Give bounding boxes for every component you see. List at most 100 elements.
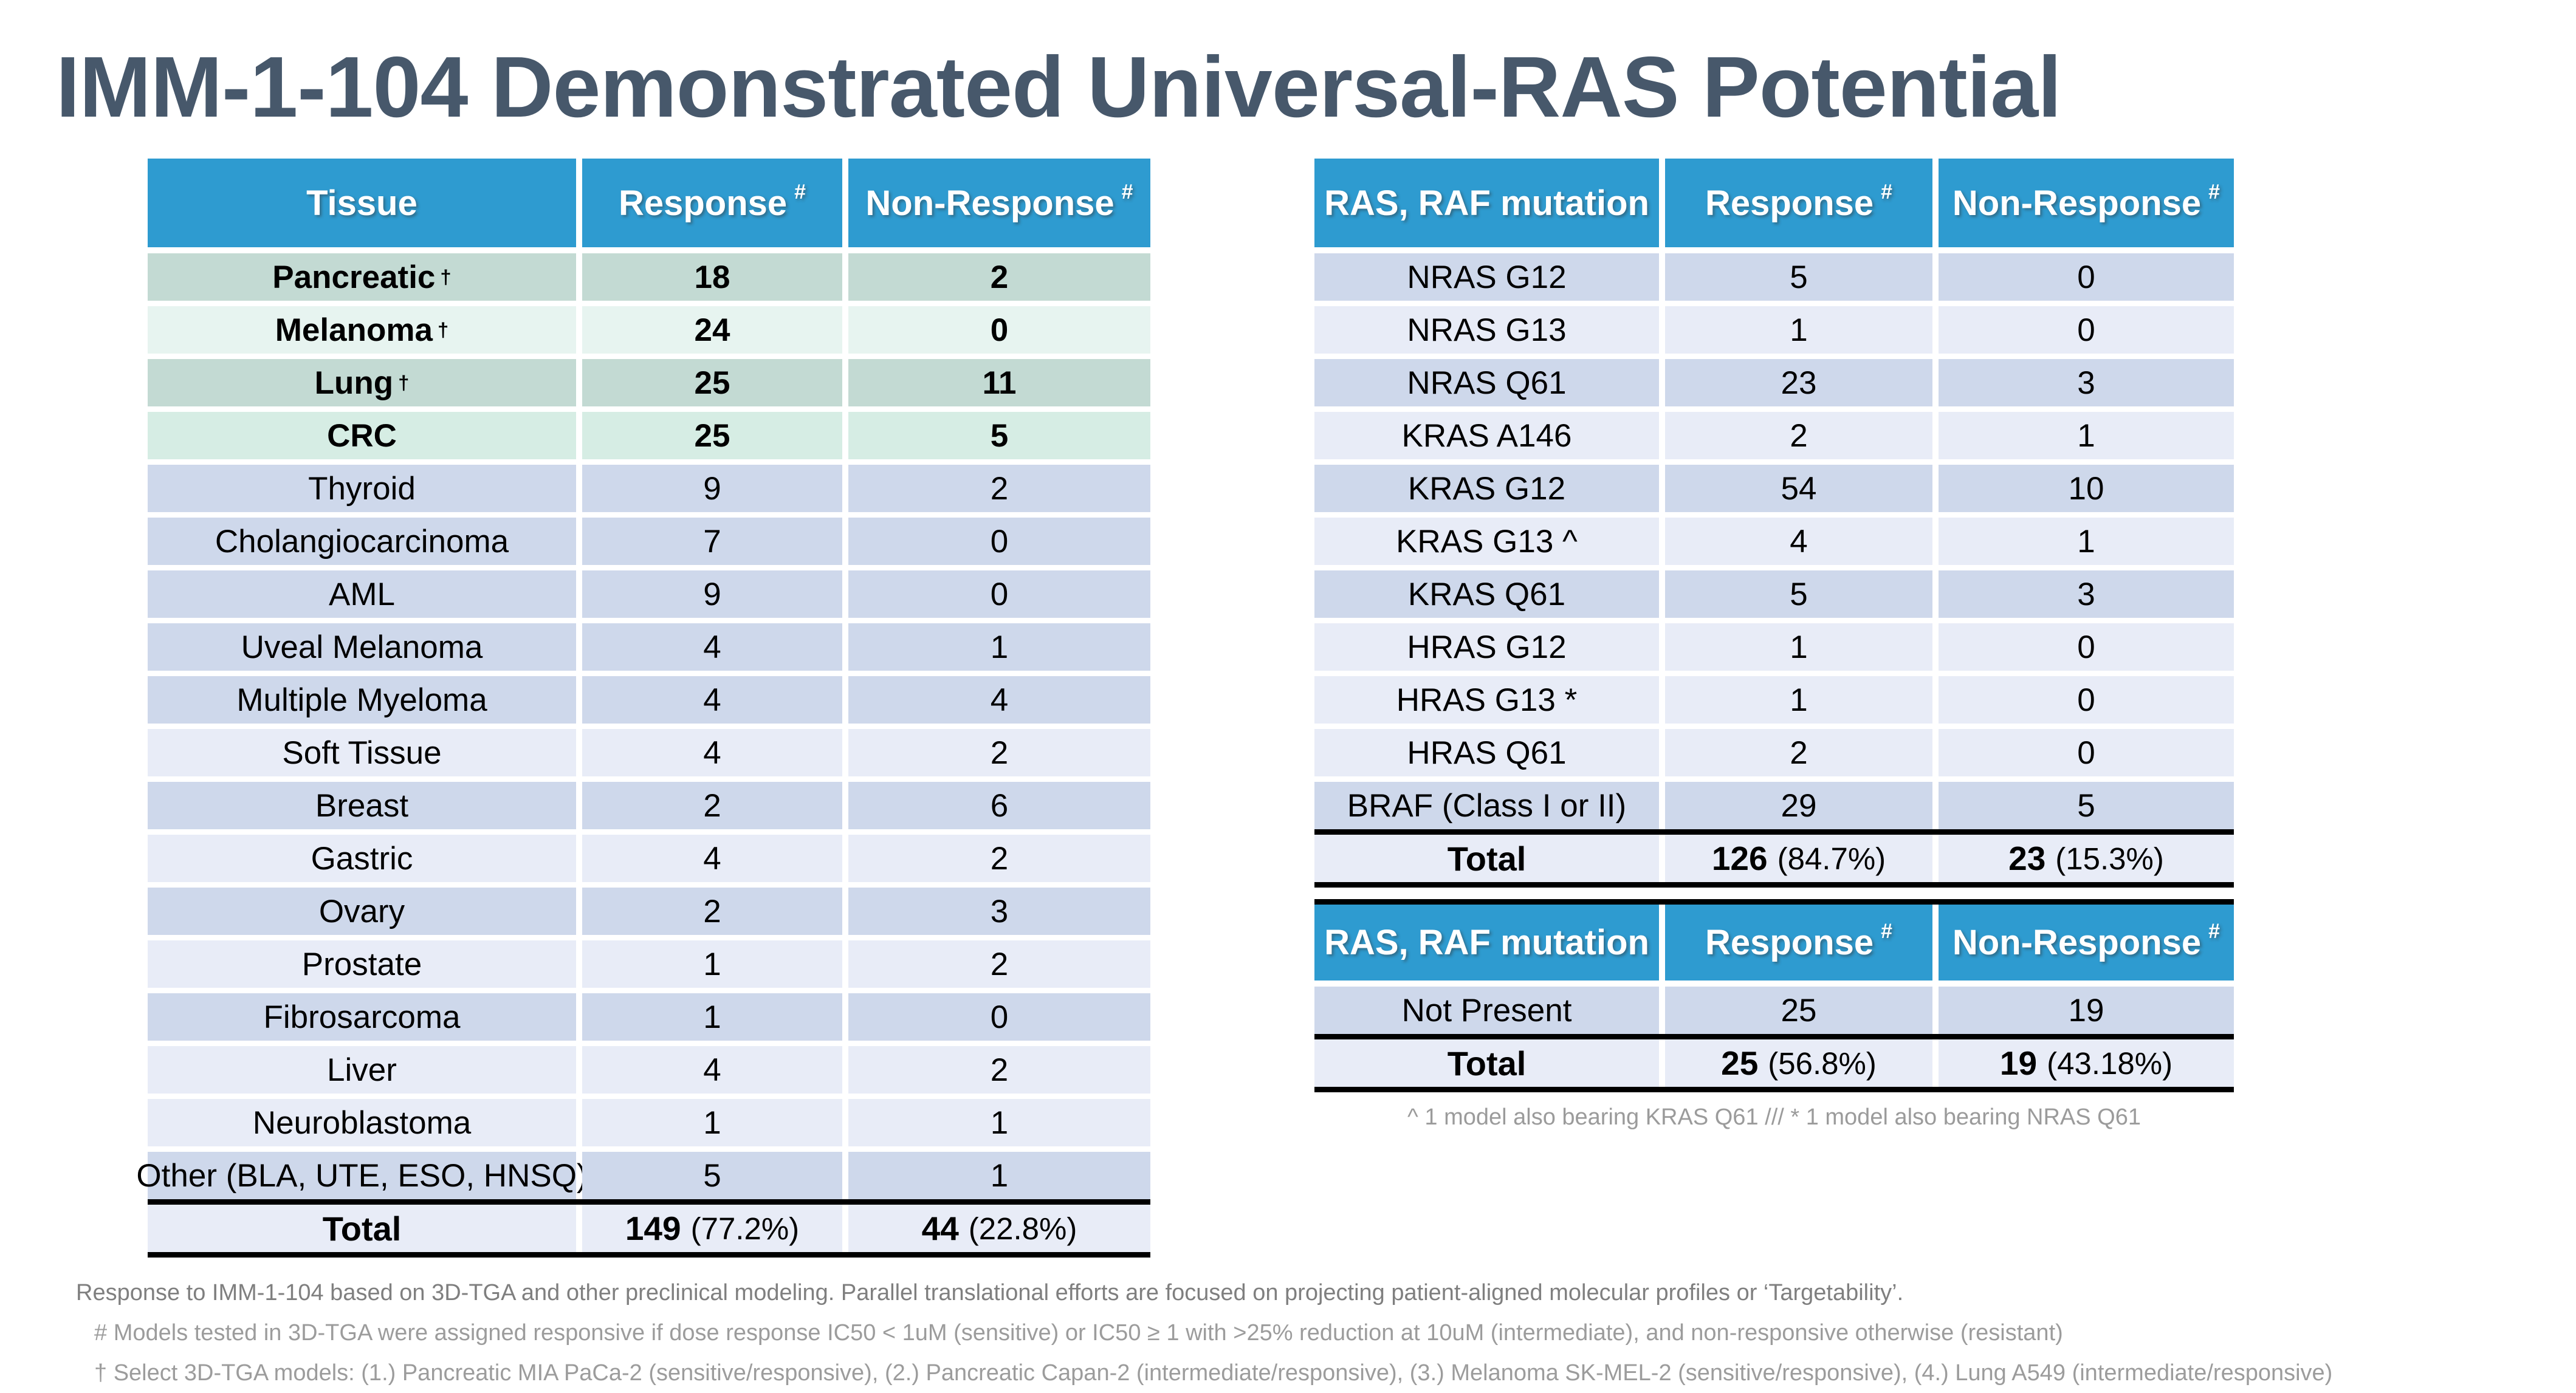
row-label-cell: CRC: [148, 412, 576, 459]
row-label-cell: Lung †: [148, 359, 576, 406]
response-cell: 29: [1665, 782, 1932, 829]
row-superscript: †: [437, 318, 449, 341]
row-label-cell: HRAS Q61: [1314, 729, 1659, 776]
response-cell: 25: [582, 359, 842, 406]
table-row: Other (BLA, UTE, ESO, HNSQ) 5 1: [136, 1152, 1150, 1199]
row-label-cell: Thyroid: [148, 465, 576, 512]
non-response-cell: 3: [1939, 570, 2234, 618]
column-header-label: Response: [1705, 923, 1874, 962]
response-cell: 4: [582, 835, 842, 882]
table-row: Not Present 25 19: [1314, 987, 2234, 1034]
column-header: Non-Response #: [848, 159, 1150, 247]
row-superscript: †: [398, 371, 410, 394]
table-row: Pancreatic † 18 2: [148, 253, 1150, 301]
header-superscript: #: [1881, 180, 1893, 204]
non-response-cell: 1: [848, 1152, 1150, 1199]
table-row: KRAS G12 54 10: [1314, 465, 2234, 512]
non-response-cell: 0: [848, 518, 1150, 565]
table-row: Multiple Myeloma 4 4: [148, 676, 1150, 724]
column-header-label: RAS, RAF mutation: [1324, 923, 1649, 962]
non-response-cell: 0: [1939, 729, 2234, 776]
table-row: Melanoma † 24 0: [148, 306, 1150, 354]
row-superscript: †: [440, 265, 452, 288]
table-row: Soft Tissue 4 2: [148, 729, 1150, 776]
total-non-response-count: 23: [2008, 840, 2046, 877]
non-response-cell: 2: [848, 1046, 1150, 1094]
total-non-response-cell: 19 (43.18%): [1939, 1039, 2234, 1087]
non-response-cell: 0: [848, 993, 1150, 1041]
total-response-count: 25: [1721, 1044, 1759, 1082]
column-header-label: Non-Response: [1952, 183, 2202, 223]
non-response-cell: 0: [1939, 306, 2234, 354]
table-row: Prostate 1 2: [148, 940, 1150, 988]
table-row: Neuroblastoma 1 1: [148, 1099, 1150, 1146]
row-label-cell: Not Present: [1314, 987, 1659, 1034]
row-label-cell: Melanoma †: [148, 306, 576, 354]
response-cell: 4: [1665, 518, 1932, 565]
table-row: NRAS G12 5 0: [1314, 253, 2234, 301]
total-non-response-cell: 44 (22.8%): [848, 1205, 1150, 1252]
response-cell: 25: [1665, 987, 1932, 1034]
total-row: Total 126 (84.7%) 23 (15.3%): [1314, 835, 2234, 882]
response-cell: 9: [582, 570, 842, 618]
column-header-label: RAS, RAF mutation: [1324, 183, 1649, 223]
table-body: Pancreatic † 18 2 Melanoma † 24 0 Lung † 25 11 CRC 25…: [136, 253, 1150, 1199]
response-cell: 54: [1665, 465, 1932, 512]
non-response-cell: 3: [848, 888, 1150, 935]
total-row: Total 25 (56.8%) 19 (43.18%): [1314, 1039, 2234, 1087]
page-title: IMM-1-104 Demonstrated Universal-RAS Pot…: [56, 39, 2062, 135]
total-label-cell: Total: [1314, 835, 1659, 882]
slide-footnotes: Response to IMM-1-104 based on 3D-TGA an…: [76, 1273, 2332, 1393]
column-header: Non-Response #: [1939, 905, 2234, 981]
non-response-cell: 2: [848, 465, 1150, 512]
total-row-wrapper: Total 126 (84.7%) 23 (15.3%): [1314, 829, 2234, 888]
column-header: RAS, RAF mutation: [1314, 159, 1659, 247]
total-non-response-percent: (22.8%): [968, 1211, 1077, 1246]
row-label-cell: Uveal Melanoma: [148, 623, 576, 671]
table-header-row: RAS, RAF mutation Response # Non-Response #: [1314, 905, 2234, 981]
total-non-response-count: 19: [1999, 1044, 2038, 1082]
response-cell: 4: [582, 623, 842, 671]
non-response-cell: 1: [848, 1099, 1150, 1146]
column-header-label: Response: [618, 183, 788, 223]
table-row: KRAS Q61 5 3: [1314, 570, 2234, 618]
response-cell: 1: [1665, 306, 1932, 354]
response-cell: 23: [1665, 359, 1932, 406]
total-response-percent: (77.2%): [690, 1211, 800, 1246]
table-row: Gastric 4 2: [148, 835, 1150, 882]
response-cell: 24: [582, 306, 842, 354]
row-label-cell: AML: [148, 570, 576, 618]
response-cell: 1: [1665, 623, 1932, 671]
response-cell: 4: [582, 1046, 842, 1094]
header-superscript: #: [2208, 920, 2221, 943]
response-cell: 2: [1665, 729, 1932, 776]
total-row-wrapper: Total 149 (77.2%) 44 (22.8%): [148, 1199, 1150, 1258]
response-cell: 1: [1665, 676, 1932, 724]
column-header-label: Tissue: [306, 183, 417, 223]
row-label-cell: Prostate: [148, 940, 576, 988]
column-header-label: Response: [1705, 183, 1874, 223]
row-label-cell: Multiple Myeloma: [148, 676, 576, 724]
ras-raf-mutation-table: RAS, RAF mutation Response # Non-Response # N…: [1314, 159, 2234, 888]
non-response-cell: 3: [1939, 359, 2234, 406]
footnote-line: # Models tested in 3D-TGA were assigned …: [94, 1320, 2063, 1346]
table-row: CRC 25 5: [148, 412, 1150, 459]
total-response-cell: 25 (56.8%): [1665, 1039, 1932, 1087]
column-header: Tissue: [148, 159, 576, 247]
table-header-row: RAS, RAF mutation Response # Non-Response #: [1314, 159, 2234, 247]
row-label-cell: HRAS G12: [1314, 623, 1659, 671]
column-header-label: Non-Response: [865, 183, 1115, 223]
table-row: Cholangiocarcinoma 7 0: [148, 518, 1150, 565]
non-response-cell: 10: [1939, 465, 2234, 512]
total-row-wrapper: Total 25 (56.8%) 19 (43.18%): [1314, 1034, 2234, 1092]
mutation-table-footnote: ^ 1 model also bearing KRAS Q61 /// * 1 …: [1407, 1104, 2142, 1130]
column-header: Response #: [582, 159, 842, 247]
column-header: Response #: [1665, 159, 1932, 247]
response-cell: 4: [582, 676, 842, 724]
header-superscript: #: [1881, 920, 1893, 943]
footnote-line: Response to IMM-1-104 based on 3D-TGA an…: [76, 1280, 1904, 1306]
table-row: Uveal Melanoma 4 1: [148, 623, 1150, 671]
column-header: Non-Response #: [1939, 159, 2234, 247]
table-row: Liver 4 2: [148, 1046, 1150, 1094]
response-cell: 5: [582, 1152, 842, 1199]
